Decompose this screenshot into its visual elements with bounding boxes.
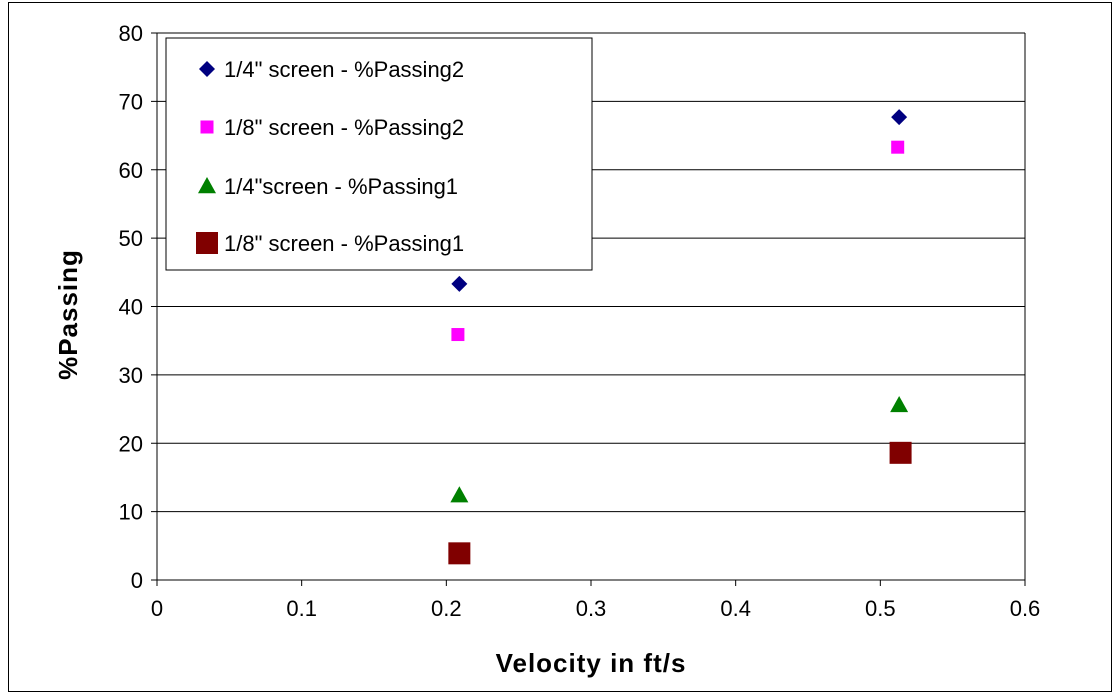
x-axis-title: Velocity in ft/s <box>496 648 687 678</box>
legend-label-3: 1/4"screen - %Passing1 <box>224 174 458 199</box>
data-point-series-2 <box>891 140 905 154</box>
legend-marker-3 <box>198 177 216 194</box>
axes <box>151 32 1026 586</box>
legend-label-2: 1/8" screen - %Passing2 <box>224 115 464 140</box>
y-axis-title: %Passing <box>53 249 83 380</box>
data-point-series-2 <box>451 328 465 342</box>
data-point-series-1 <box>451 275 468 292</box>
data-point-series-1 <box>891 109 908 126</box>
x-tick-label: 0.1 <box>286 596 317 621</box>
x-tick-label: 0.2 <box>431 596 462 621</box>
y-tick-label: 50 <box>119 226 143 251</box>
y-tick-label: 10 <box>119 500 143 525</box>
x-tick-label: 0.6 <box>1010 596 1041 621</box>
legend-label-1: 1/4" screen - %Passing2 <box>224 57 464 82</box>
data-point-series-3 <box>890 395 909 413</box>
data-point-series-3 <box>450 486 469 503</box>
data-point-series-4 <box>889 441 912 464</box>
y-tick-label: 80 <box>119 21 143 46</box>
data-point-series-4 <box>448 542 471 565</box>
legend-marker-2 <box>200 120 214 134</box>
legend-marker-4 <box>196 232 218 254</box>
y-tick-label: 60 <box>119 158 143 183</box>
y-tick-label: 70 <box>119 89 143 114</box>
y-tick-label: 20 <box>119 431 143 456</box>
x-tick-label: 0.5 <box>865 596 896 621</box>
y-tick-label: 40 <box>119 295 143 320</box>
x-tick-label: 0 <box>151 596 163 621</box>
tick-labels: 0 10 20 30 40 50 60 70 80 0 0.1 0.2 0.3 0.4 0.5 0.6 <box>119 21 1041 621</box>
data-points <box>448 109 912 565</box>
y-tick-label: 0 <box>131 568 143 593</box>
legend-label-4: 1/8" screen - %Passing1 <box>224 231 464 256</box>
legend-box <box>165 37 593 271</box>
legend: 1/4" screen - %Passing2 1/8" screen - %Pa… <box>165 37 593 271</box>
x-tick-label: 0.3 <box>576 596 607 621</box>
x-tick-label: 0.4 <box>720 596 751 621</box>
y-tick-label: 30 <box>119 363 143 388</box>
legend-marker-1 <box>199 61 215 77</box>
